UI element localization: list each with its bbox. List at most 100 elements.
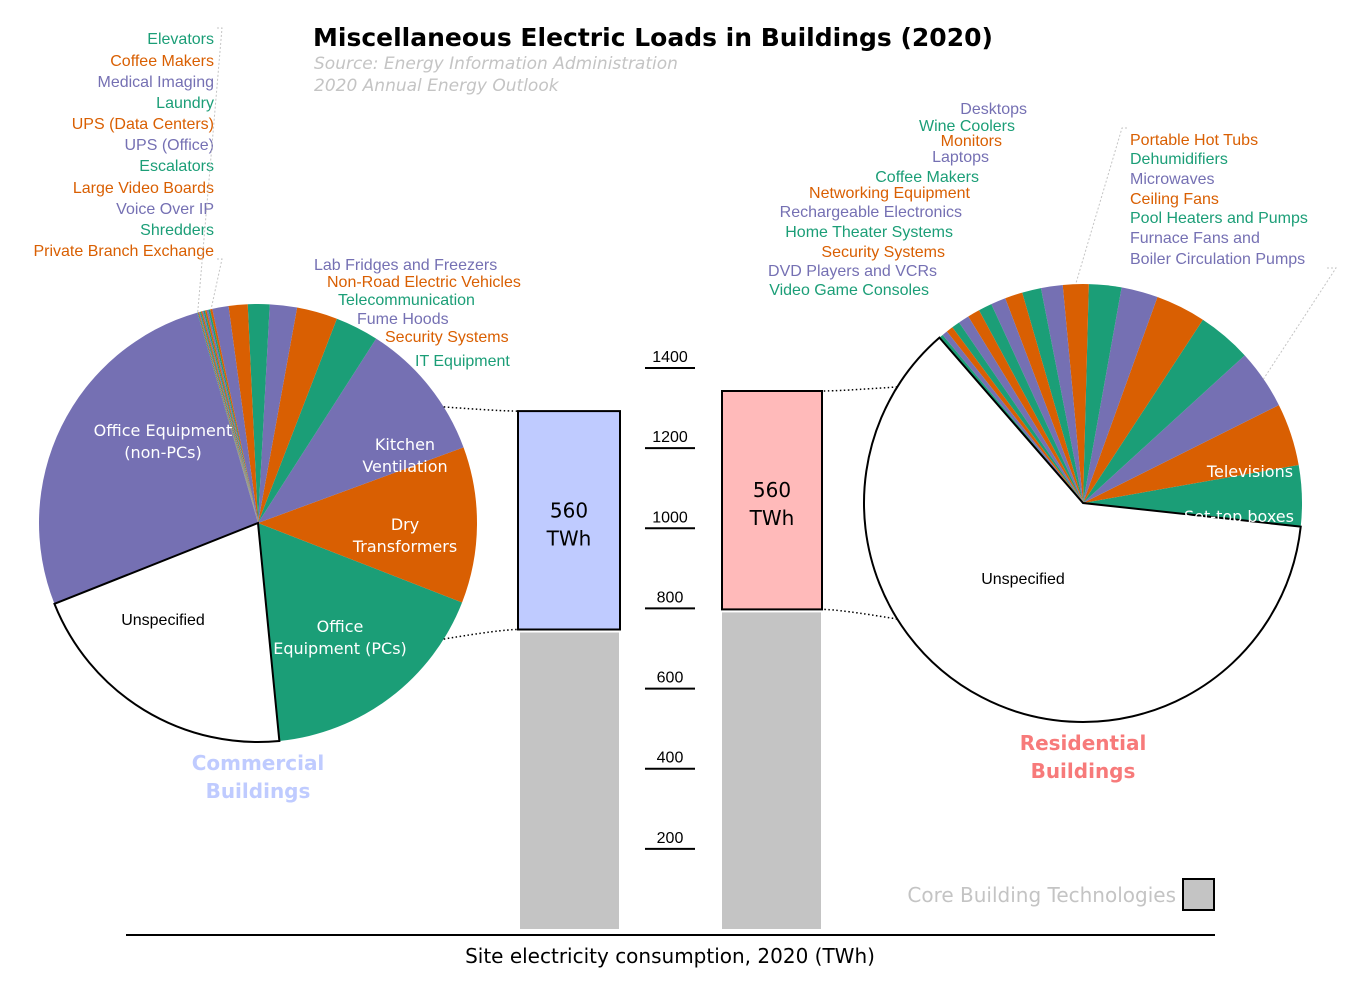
slice-label-rechargeable-electronics: Rechargeable Electronics	[780, 204, 962, 221]
slice-label-networking-equipment: Networking Equipment	[809, 185, 971, 202]
leader-line	[210, 258, 223, 310]
slice-label-large-video-boards: Large Video Boards	[73, 180, 214, 197]
slice-label-set-top-boxes: Set-top boxes	[1184, 507, 1294, 526]
slice-shredders	[208, 309, 258, 523]
x-axis-label: Site electricity consumption, 2020 (TWh)	[465, 944, 875, 968]
slice-laptops	[991, 298, 1083, 503]
slice-pool-heaters-and-pumps	[1083, 319, 1245, 503]
slice-medical-imaging	[198, 311, 258, 523]
chart-title: Miscellaneous Electric Loads in Building…	[313, 23, 993, 52]
leader-line	[1263, 267, 1337, 380]
y-tick-label-400: 400	[657, 750, 684, 767]
source-line-1: Source: Energy Information Administratio…	[314, 54, 678, 74]
slice-label-laundry: Laundry	[156, 95, 214, 112]
slice-label-medical-imaging: Medical Imaging	[98, 74, 215, 91]
residential-pie: Set-top boxes Televisions Furnace Fans and…	[768, 101, 1337, 783]
slice-label-microwaves: Microwaves	[1130, 171, 1214, 188]
slice-label-portable-hot-tubs: Portable Hot Tubs	[1130, 132, 1258, 149]
slice-label-dvd-players-and-vcrs: DVD Players and VCRs	[768, 263, 937, 280]
slice-label-escalators: Escalators	[139, 158, 214, 175]
slice-security-systems	[946, 327, 1083, 503]
consumption-bars: 200 400 600 800 1000 1200 1400 560 TWh 560 TWh	[443, 349, 898, 929]
pie-title-residential-buildings: Residential Buildings	[1020, 731, 1147, 783]
slice-kitchen-ventilation	[258, 338, 464, 523]
slice-label-coffee-makers: Coffee Makers	[110, 53, 214, 70]
y-tick-label-1000: 1000	[652, 509, 688, 526]
slice-elevators	[197, 312, 258, 523]
slice-label-voice-over-ip: Voice Over IP	[116, 201, 214, 218]
slice-label-desktops: Desktops	[960, 101, 1027, 118]
y-tick-label-1400: 1400	[652, 349, 688, 366]
slice-office-equipment-non-pcs	[38, 312, 258, 604]
slice-label-video-game-consoles: Video Game Consoles	[769, 282, 929, 299]
connector-top-commercial	[443, 406, 519, 412]
slice-label-laptops: Laptops	[932, 149, 989, 166]
slice-dehumidifiers	[1083, 284, 1122, 503]
slice-label-unspecified: Unspecified	[121, 612, 205, 629]
slice-label-fume-hoods: Fume Hoods	[357, 311, 449, 328]
slice-label-security-systems: Security Systems	[821, 244, 945, 261]
slice-large-video-boards	[204, 310, 258, 523]
legend-swatch	[1182, 878, 1215, 911]
legend-label: Core Building Technologies	[907, 883, 1176, 907]
slice-telecommunication	[247, 304, 270, 523]
slice-office-equipment-pcs	[258, 523, 463, 741]
bar-mel-residential	[721, 390, 823, 611]
leader-line	[197, 27, 223, 313]
slice-unspecified	[863, 336, 1302, 723]
commercial-pie: Office Equipment (PCs) Dry Transformers Kitc…	[33, 27, 521, 803]
slice-networking-equipment	[968, 310, 1083, 503]
source-line-2: 2020 Annual Energy Outlook	[314, 76, 560, 96]
slice-ups-data-centers	[200, 311, 258, 523]
slice-unspecified	[53, 521, 281, 743]
slice-label-lab-fridges-and-freezers: Lab Fridges and Freezers	[314, 257, 497, 274]
bar-core-residential	[722, 612, 821, 929]
slice-label-home-theater-systems: Home Theater Systems	[785, 224, 953, 241]
slice-label-telecommunication: Telecommunication	[338, 292, 475, 309]
slice-fume-hoods	[258, 304, 298, 523]
slice-lab-fridges-and-freezers	[212, 306, 258, 523]
slice-label-it-equipment: IT Equipment	[415, 353, 510, 370]
slice-set-top-boxes	[1083, 464, 1302, 527]
slice-ceiling-fans	[1083, 297, 1203, 503]
slice-label-non-road-electric-vehicles: Non-Road Electric Vehicles	[327, 274, 521, 291]
y-tick-label-800: 800	[657, 589, 684, 606]
slice-televisions	[1083, 405, 1299, 503]
slice-coffee-makers	[198, 312, 258, 523]
slice-coffee-makers	[978, 304, 1083, 503]
bar-label-residential: 560 TWh	[749, 478, 795, 530]
slice-furnace-fans-and-boiler-circulation-pumps	[1083, 355, 1279, 503]
slice-voice-over-ip	[206, 309, 258, 523]
slice-label-ups-data-centers: UPS (Data Centers)	[72, 116, 214, 133]
slice-label-monitors: Monitors	[941, 133, 1002, 150]
bar-mel-commercial	[517, 410, 621, 631]
slice-label-televisions: Televisions	[1206, 462, 1293, 481]
slice-label-ceiling-fans: Ceiling Fans	[1130, 191, 1219, 208]
slice-security-systems	[258, 307, 337, 523]
slice-label-unspecified: Unspecified	[981, 571, 1065, 588]
slice-laundry	[199, 311, 258, 523]
slice-label-dry-transformers: Dry Transformers	[352, 515, 457, 556]
slice-dvd-players-and-vcrs	[942, 331, 1083, 503]
slice-private-branch-exchange	[210, 308, 258, 523]
slice-microwaves	[1083, 287, 1158, 503]
slice-label-office-equipment-non-pcs: Office Equipment (non-PCs)	[94, 421, 233, 462]
connector-bottom-residential	[821, 608, 898, 620]
bar-label-commercial: 560 TWh	[546, 498, 592, 550]
slice-label-furnace-fans-and-boiler-circulation-pumps: Furnace Fans and Boiler Circulation Pumps	[1130, 230, 1305, 268]
slice-escalators	[203, 310, 258, 523]
connector-top-residential	[821, 386, 898, 392]
slice-monitors	[1005, 292, 1083, 503]
leader-line	[1075, 127, 1127, 285]
slice-ups-office	[202, 310, 258, 523]
pie-title-commercial-buildings: Commercial Buildings	[192, 751, 325, 803]
slice-label-kitchen-ventilation: Kitchen Ventilation	[362, 435, 447, 476]
slice-rechargeable-electronics	[959, 316, 1083, 503]
slice-label-coffee-makers: Coffee Makers	[875, 169, 979, 186]
slice-label-dehumidifiers: Dehumidifiers	[1130, 151, 1228, 168]
slice-it-equipment	[258, 318, 377, 523]
bar-core-commercial	[520, 632, 619, 929]
slice-label-security-systems: Security Systems	[385, 329, 509, 346]
slice-dry-transformers	[258, 447, 478, 603]
